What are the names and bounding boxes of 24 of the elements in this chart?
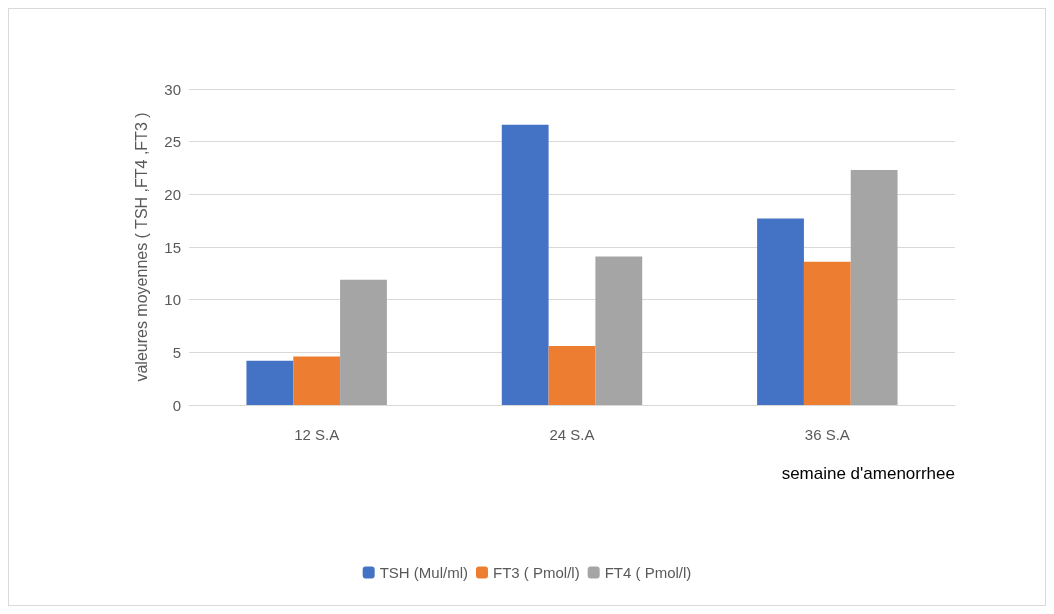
x-tick-label: 36 S.A [804, 426, 850, 443]
bar [293, 356, 341, 405]
bar [548, 346, 596, 405]
legend-label: TSH (Mul/ml) [379, 564, 468, 581]
y-tick-label: 30 [164, 80, 181, 98]
bar [340, 279, 387, 405]
x-axis-title: semaine d'amenorrhee [781, 464, 955, 483]
bar [246, 360, 294, 405]
x-tick-label: 12 S.A [294, 426, 340, 443]
legend-label: FT4 ( Pmol/l) [604, 564, 692, 581]
bar [803, 261, 851, 405]
bar [757, 218, 804, 405]
y-tick-label: 10 [164, 291, 181, 309]
bar [595, 256, 643, 405]
y-tick-label: 5 [172, 343, 181, 361]
y-tick-label: 20 [164, 185, 181, 203]
y-tick-label: 0 [172, 396, 181, 414]
x-tick-label: 24 S.A [549, 426, 595, 443]
legend-label: FT3 ( Pmol/l) [492, 564, 580, 581]
bar [850, 170, 898, 405]
y-tick-label: 15 [164, 238, 181, 256]
y-tick-label: 25 [164, 133, 181, 151]
y-axis-title: valeures moyennes ( TSH ,FT4 ,FT3 ) [132, 112, 150, 382]
bar [501, 124, 549, 405]
